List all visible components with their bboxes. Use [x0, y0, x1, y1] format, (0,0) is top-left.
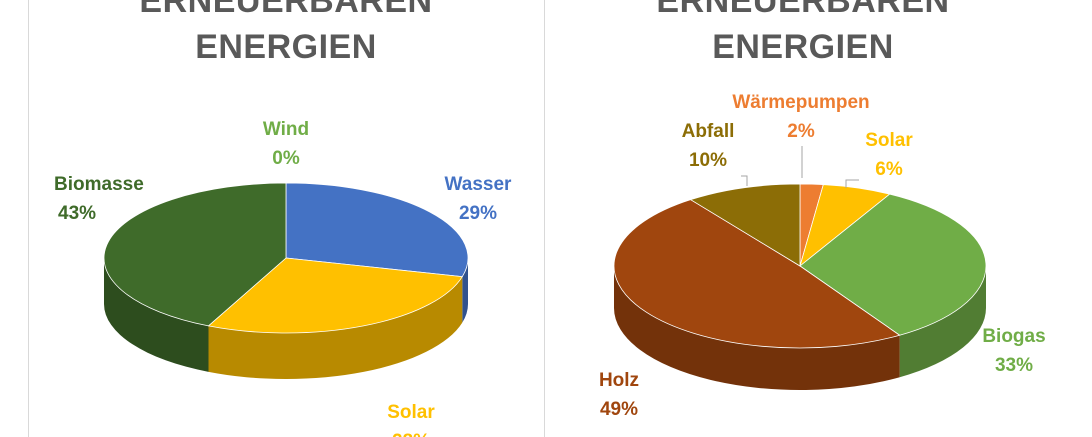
slice-wasser	[285, 182, 469, 278]
chart-2-label-abfall-name: Abfall	[681, 121, 735, 142]
slice-side-wasser	[462, 258, 468, 323]
chart-1-label-wasser-name: Wasser	[444, 174, 512, 195]
panel-divider	[544, 0, 545, 437]
chart-1-title: ERNEUERBAREN ENERGIEN	[28, 0, 544, 70]
chart-1-label-biomasse-value: 43%	[58, 203, 97, 224]
chart-2-label-biogas-name: Biogas	[982, 326, 1046, 347]
chart-2-pie	[613, 146, 987, 390]
chart-1-label-solar-value: 28%	[366, 427, 456, 437]
left-border	[28, 0, 29, 437]
chart-1-pie	[103, 182, 469, 379]
chart-2-label-abfall-value: 10%	[688, 150, 728, 171]
chart-1-label-solar: Solar 28%	[366, 398, 456, 437]
chart-2-label-solar: Solar 6%	[851, 126, 927, 184]
slice-side-biogas	[899, 266, 986, 378]
slice-biogas	[799, 193, 987, 336]
chart-1-label-wind-value: 0%	[272, 148, 300, 169]
chart-2-label-abfall: Abfall 10%	[663, 117, 753, 175]
chart-2-title-line-1: ERNEUERBAREN	[656, 0, 950, 20]
chart-1-label-wasser-value: 29%	[458, 203, 498, 224]
slice-holz	[613, 199, 901, 349]
chart-panel-1: ERNEUERBAREN ENERGIEN Wind 0% Wasser 29%…	[28, 0, 544, 437]
slice-abfall	[689, 183, 801, 267]
chart-panel-2: ERNEUERBAREN ENERGIEN Wärmepumpen 2% Sol…	[545, 0, 1092, 437]
leader-line-solar	[845, 179, 859, 188]
chart-1-label-wind: Wind 0%	[246, 115, 326, 173]
slice-solar	[207, 257, 463, 334]
chart-1-title-line-1: ERNEUERBAREN	[139, 0, 433, 20]
chart-1-label-wasser: Wasser 29%	[428, 170, 528, 228]
chart-2-label-solar-value: 6%	[875, 159, 903, 180]
chart-2-label-solar-name: Solar	[865, 130, 913, 151]
chart-2-title-line-2: ENERGIEN	[712, 28, 894, 66]
chart-2-label-waermepumpen-value: 2%	[787, 121, 815, 142]
chart-2-label-holz: Holz 49%	[589, 366, 649, 424]
chart-2-label-waermepumpen: Wärmepumpen 2%	[721, 88, 881, 146]
slice-side-biomasse	[103, 258, 209, 372]
chart-1-label-biomasse-name: Biomasse	[54, 174, 144, 195]
chart-2-title: ERNEUERBAREN ENERGIEN	[545, 0, 1061, 70]
chart-1-label-solar-name: Solar	[387, 402, 435, 423]
slice-side-solar	[208, 276, 463, 379]
chart-2-label-holz-name: Holz	[598, 370, 640, 391]
chart-1-label-wind-name: Wind	[262, 119, 310, 140]
chart-2-label-waermepumpen-name: Wärmepumpen	[732, 92, 870, 113]
chart-2-label-holz-value: 49%	[599, 399, 639, 420]
chart-2-label-biogas-value: 33%	[994, 355, 1034, 376]
leader-line-abfall	[741, 175, 748, 186]
slice-biomasse	[103, 182, 287, 327]
chart-2-label-biogas: Biogas 33%	[969, 322, 1059, 380]
chart-1-label-biomasse: Biomasse 43%	[54, 170, 164, 228]
slice-side-holz	[614, 266, 900, 390]
chart-1-title-line-2: ENERGIEN	[195, 28, 377, 66]
